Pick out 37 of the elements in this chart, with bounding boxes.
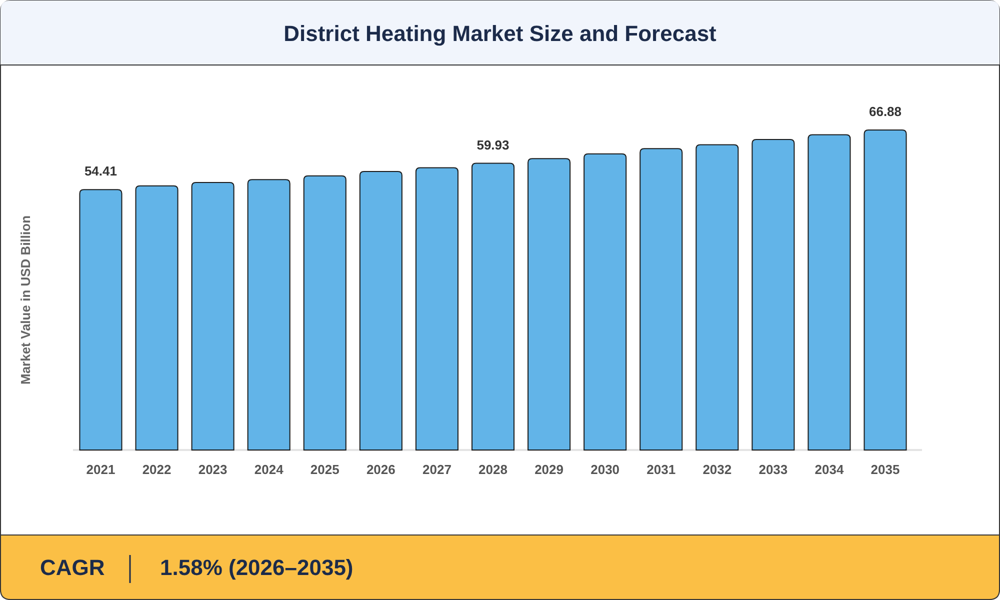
x-tick-label: 2021 (86, 462, 116, 477)
data-label: 54.41 (84, 164, 118, 179)
x-tick-label: 2025 (310, 462, 340, 477)
bar (640, 148, 683, 450)
x-tick-label: 2022 (142, 462, 172, 477)
x-tick-label: 2030 (590, 462, 620, 477)
chart-title: District Heating Market Size and Forecast (284, 21, 718, 46)
text: 1.58% (2026–2035) (160, 555, 354, 580)
x-tick-label: 2029 (534, 462, 564, 477)
bar (528, 158, 571, 450)
bar (415, 167, 458, 450)
bar (471, 162, 515, 450)
bar (359, 171, 402, 450)
x-tick-label: 2031 (646, 462, 676, 477)
bar (247, 179, 290, 450)
bar (584, 153, 627, 450)
x-tick-label: 2034 (814, 462, 844, 477)
x-tick-label: 2026 (366, 462, 396, 477)
x-tick-label: 2035 (870, 462, 900, 477)
x-tick-label: 2027 (422, 462, 452, 477)
bar (191, 182, 234, 450)
bar (696, 144, 739, 450)
x-tick-label: 2028 (478, 462, 508, 477)
x-tick-label: 2024 (254, 462, 284, 477)
y-axis-title: Market Value in USD Billion (18, 215, 33, 385)
bar (79, 189, 122, 450)
bar (135, 185, 178, 450)
x-tick-label: 2033 (758, 462, 788, 477)
bar (752, 138, 795, 450)
x-tick-label: 2023 (198, 462, 228, 477)
bar (303, 175, 346, 450)
x-tick-label: 2032 (702, 462, 732, 477)
text: CAGR (40, 555, 105, 580)
bar (808, 134, 851, 450)
data-label: 59.93 (476, 137, 510, 152)
bar (864, 130, 907, 450)
data-label: 66.88 (868, 104, 902, 119)
